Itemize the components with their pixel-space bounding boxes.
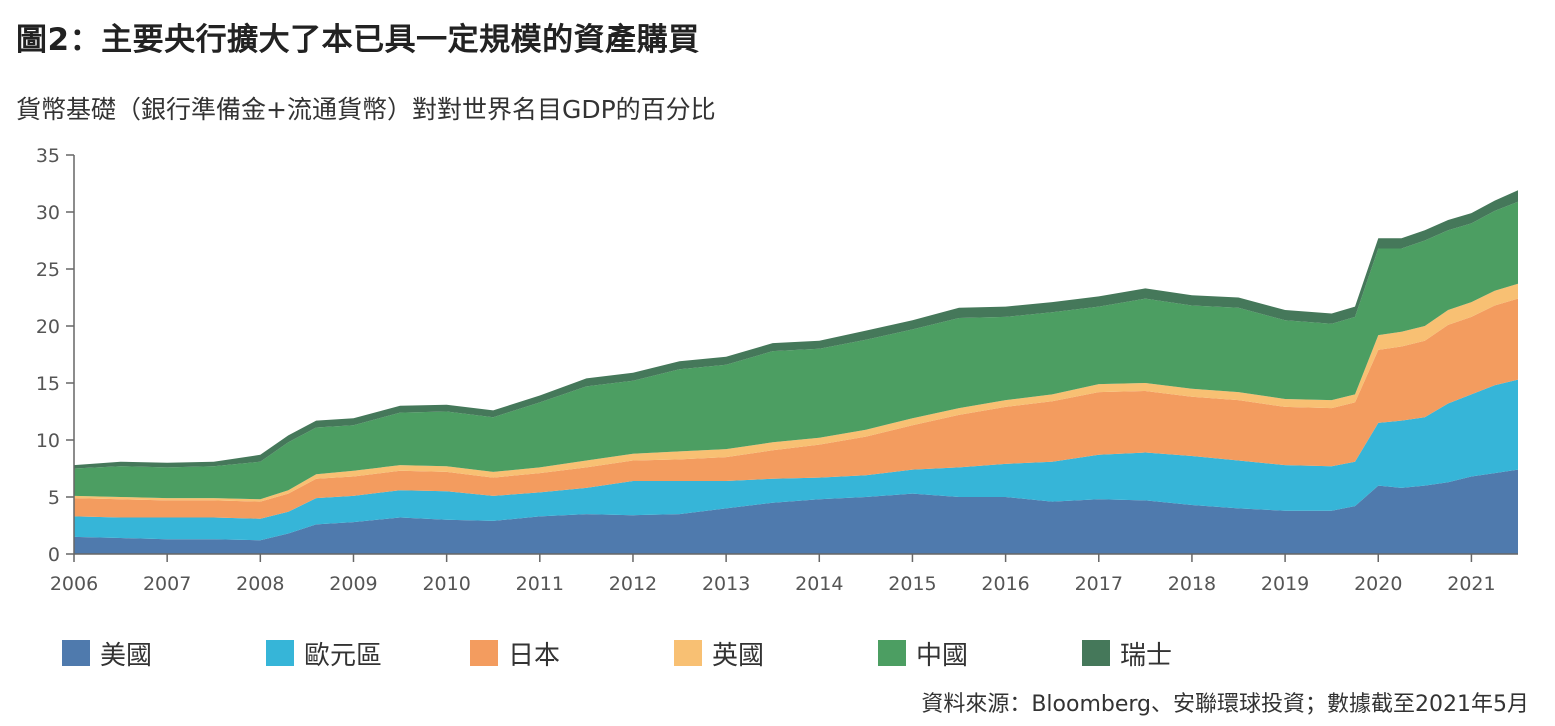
legend-item: 瑞士: [1082, 633, 1172, 673]
x-tick-label: 2018: [1168, 573, 1216, 595]
legend-swatch: [878, 640, 906, 666]
legend-label: 美國: [100, 640, 153, 671]
y-tick-label: 0: [48, 544, 60, 566]
legend-label: 日本: [508, 640, 561, 671]
x-tick-label: 2006: [50, 573, 98, 595]
legend-item: 日本: [470, 633, 560, 673]
legend-swatch: [62, 640, 90, 666]
chart-legend: 美國 歐元區 日本 英國 中國 瑞士: [62, 633, 1262, 673]
y-tick-label: 20: [36, 316, 60, 338]
area-series-1: [74, 379, 1518, 541]
legend-label: 瑞士: [1120, 640, 1173, 671]
source-note: 資料來源：Bloomberg、安聯環球投資；數據截至2021年5月: [921, 692, 1529, 717]
x-tick-label: 2017: [1075, 573, 1123, 595]
x-tick-label: 2011: [516, 573, 564, 595]
y-tick-label: 35: [36, 145, 60, 167]
legend-item: 美國: [62, 633, 152, 673]
x-tick-label: 2015: [888, 573, 936, 595]
x-tick-label: 2014: [795, 573, 843, 595]
y-tick-label: 25: [36, 259, 60, 281]
x-tick-label: 2007: [143, 573, 191, 595]
area-series-3: [74, 283, 1518, 502]
x-tick-label: 2009: [329, 573, 377, 595]
legend-label: 英國: [712, 640, 765, 671]
x-tick-label: 2016: [981, 573, 1029, 595]
y-tick-label: 15: [36, 373, 60, 395]
legend-swatch: [674, 640, 702, 666]
x-tick-label: 2013: [702, 573, 750, 595]
chart-subtitle: 貨幣基礎（銀行準備金+流通貨幣）對對世界名目GDP的百分比: [16, 95, 716, 124]
x-tick-label: 2020: [1354, 573, 1402, 595]
area-series-0: [74, 469, 1518, 554]
area-series-4: [74, 201, 1518, 500]
legend-item: 英國: [674, 633, 764, 673]
area-series-2: [74, 298, 1518, 519]
x-tick-label: 2012: [609, 573, 657, 595]
y-tick-label: 30: [36, 202, 60, 224]
legend-label: 歐元區: [304, 640, 383, 671]
x-tick-label: 2019: [1261, 573, 1309, 595]
x-tick-label: 2008: [236, 573, 284, 595]
legend-swatch: [470, 640, 498, 666]
legend-label: 中國: [916, 640, 969, 671]
legend-swatch: [1082, 640, 1110, 666]
legend-item: 歐元區: [266, 633, 382, 673]
legend-item: 中國: [878, 633, 968, 673]
x-tick-label: 2010: [422, 573, 470, 595]
x-tick-label: 2021: [1447, 573, 1495, 595]
legend-swatch: [266, 640, 294, 666]
y-tick-label: 10: [36, 430, 60, 452]
y-tick-label: 5: [48, 487, 60, 509]
chart-title: 圖2：主要央行擴大了本已具一定規模的資產購買: [16, 22, 700, 58]
